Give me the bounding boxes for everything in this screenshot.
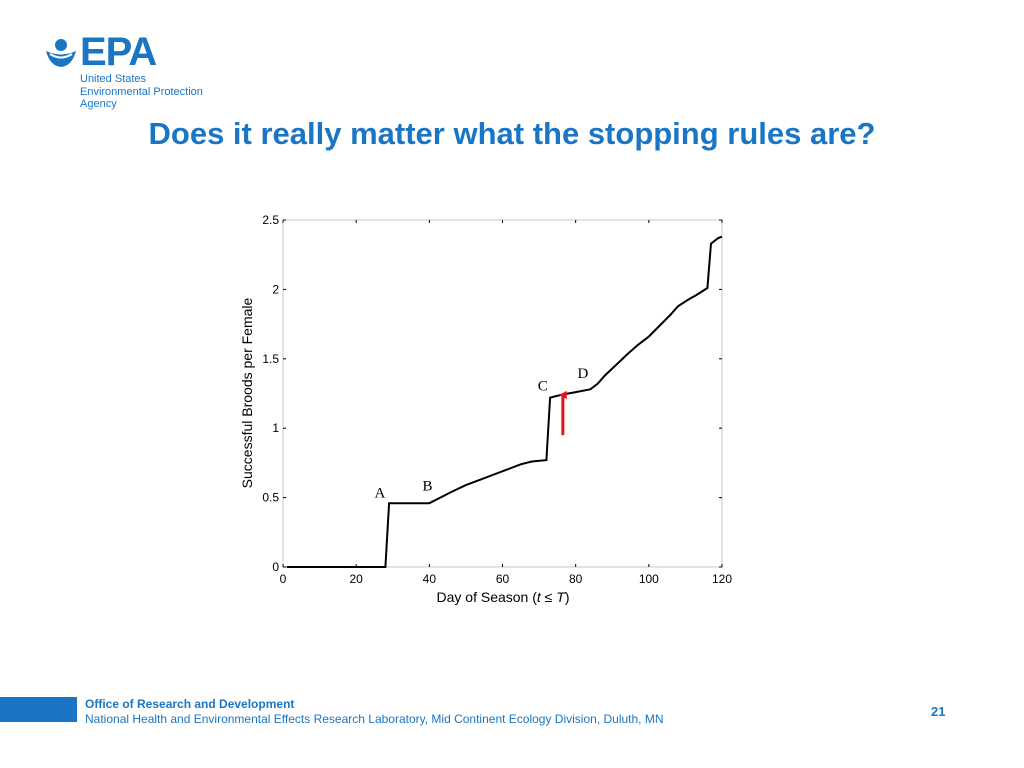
y-tick-label: 2.5: [262, 213, 279, 227]
epa-agency-name: United States Environmental Protection A…: [80, 73, 250, 111]
y-tick-label: 0: [272, 560, 279, 574]
annotation-c: C: [538, 379, 548, 395]
x-tick-label: 60: [496, 572, 510, 586]
epa-logo: EPA United States Environmental Protecti…: [44, 30, 244, 116]
annotation-d: D: [578, 366, 589, 382]
x-tick-label: 80: [569, 572, 583, 586]
y-tick-label: 0.5: [262, 491, 279, 505]
footer-accent-bar: [0, 697, 77, 722]
y-tick-label: 2: [272, 282, 279, 296]
x-tick-label: 100: [639, 572, 659, 586]
agency-line-1: United States: [80, 73, 147, 85]
x-tick-label: 120: [712, 572, 732, 586]
agency-line-3: Agency: [80, 98, 117, 110]
annotation-a: A: [375, 486, 386, 502]
x-tick-label: 40: [423, 572, 437, 586]
epa-flower-icon: [46, 39, 76, 67]
y-tick-label: 1: [272, 421, 279, 435]
axis-tick-labels: 0 20 40 60 80 100 120 0 0.5 1 1.5 2 2.5: [262, 213, 732, 586]
series-line: [286, 235, 723, 568]
point-annotations: A B C D: [375, 366, 589, 501]
x-tick-label: 20: [349, 572, 363, 586]
plot-frame: [282, 219, 723, 568]
y-axis-label: Successful Broods per Female: [239, 297, 255, 488]
x-tick-label: 0: [280, 572, 287, 586]
x-axis-label: Day of Season (t ≤ T): [437, 589, 570, 605]
axis-ticks: [282, 219, 723, 568]
annotation-b: B: [422, 479, 432, 495]
y-tick-label: 1.5: [262, 352, 279, 366]
slide-title: Does it really matter what the stopping …: [148, 116, 876, 151]
footer-lab: National Health and Environmental Effect…: [85, 712, 664, 726]
footer-office: Office of Research and Development: [85, 697, 295, 711]
agency-line-2: Environmental Protection: [80, 85, 203, 98]
page-number: 21: [931, 704, 946, 719]
epa-wordmark: EPA: [80, 30, 157, 74]
